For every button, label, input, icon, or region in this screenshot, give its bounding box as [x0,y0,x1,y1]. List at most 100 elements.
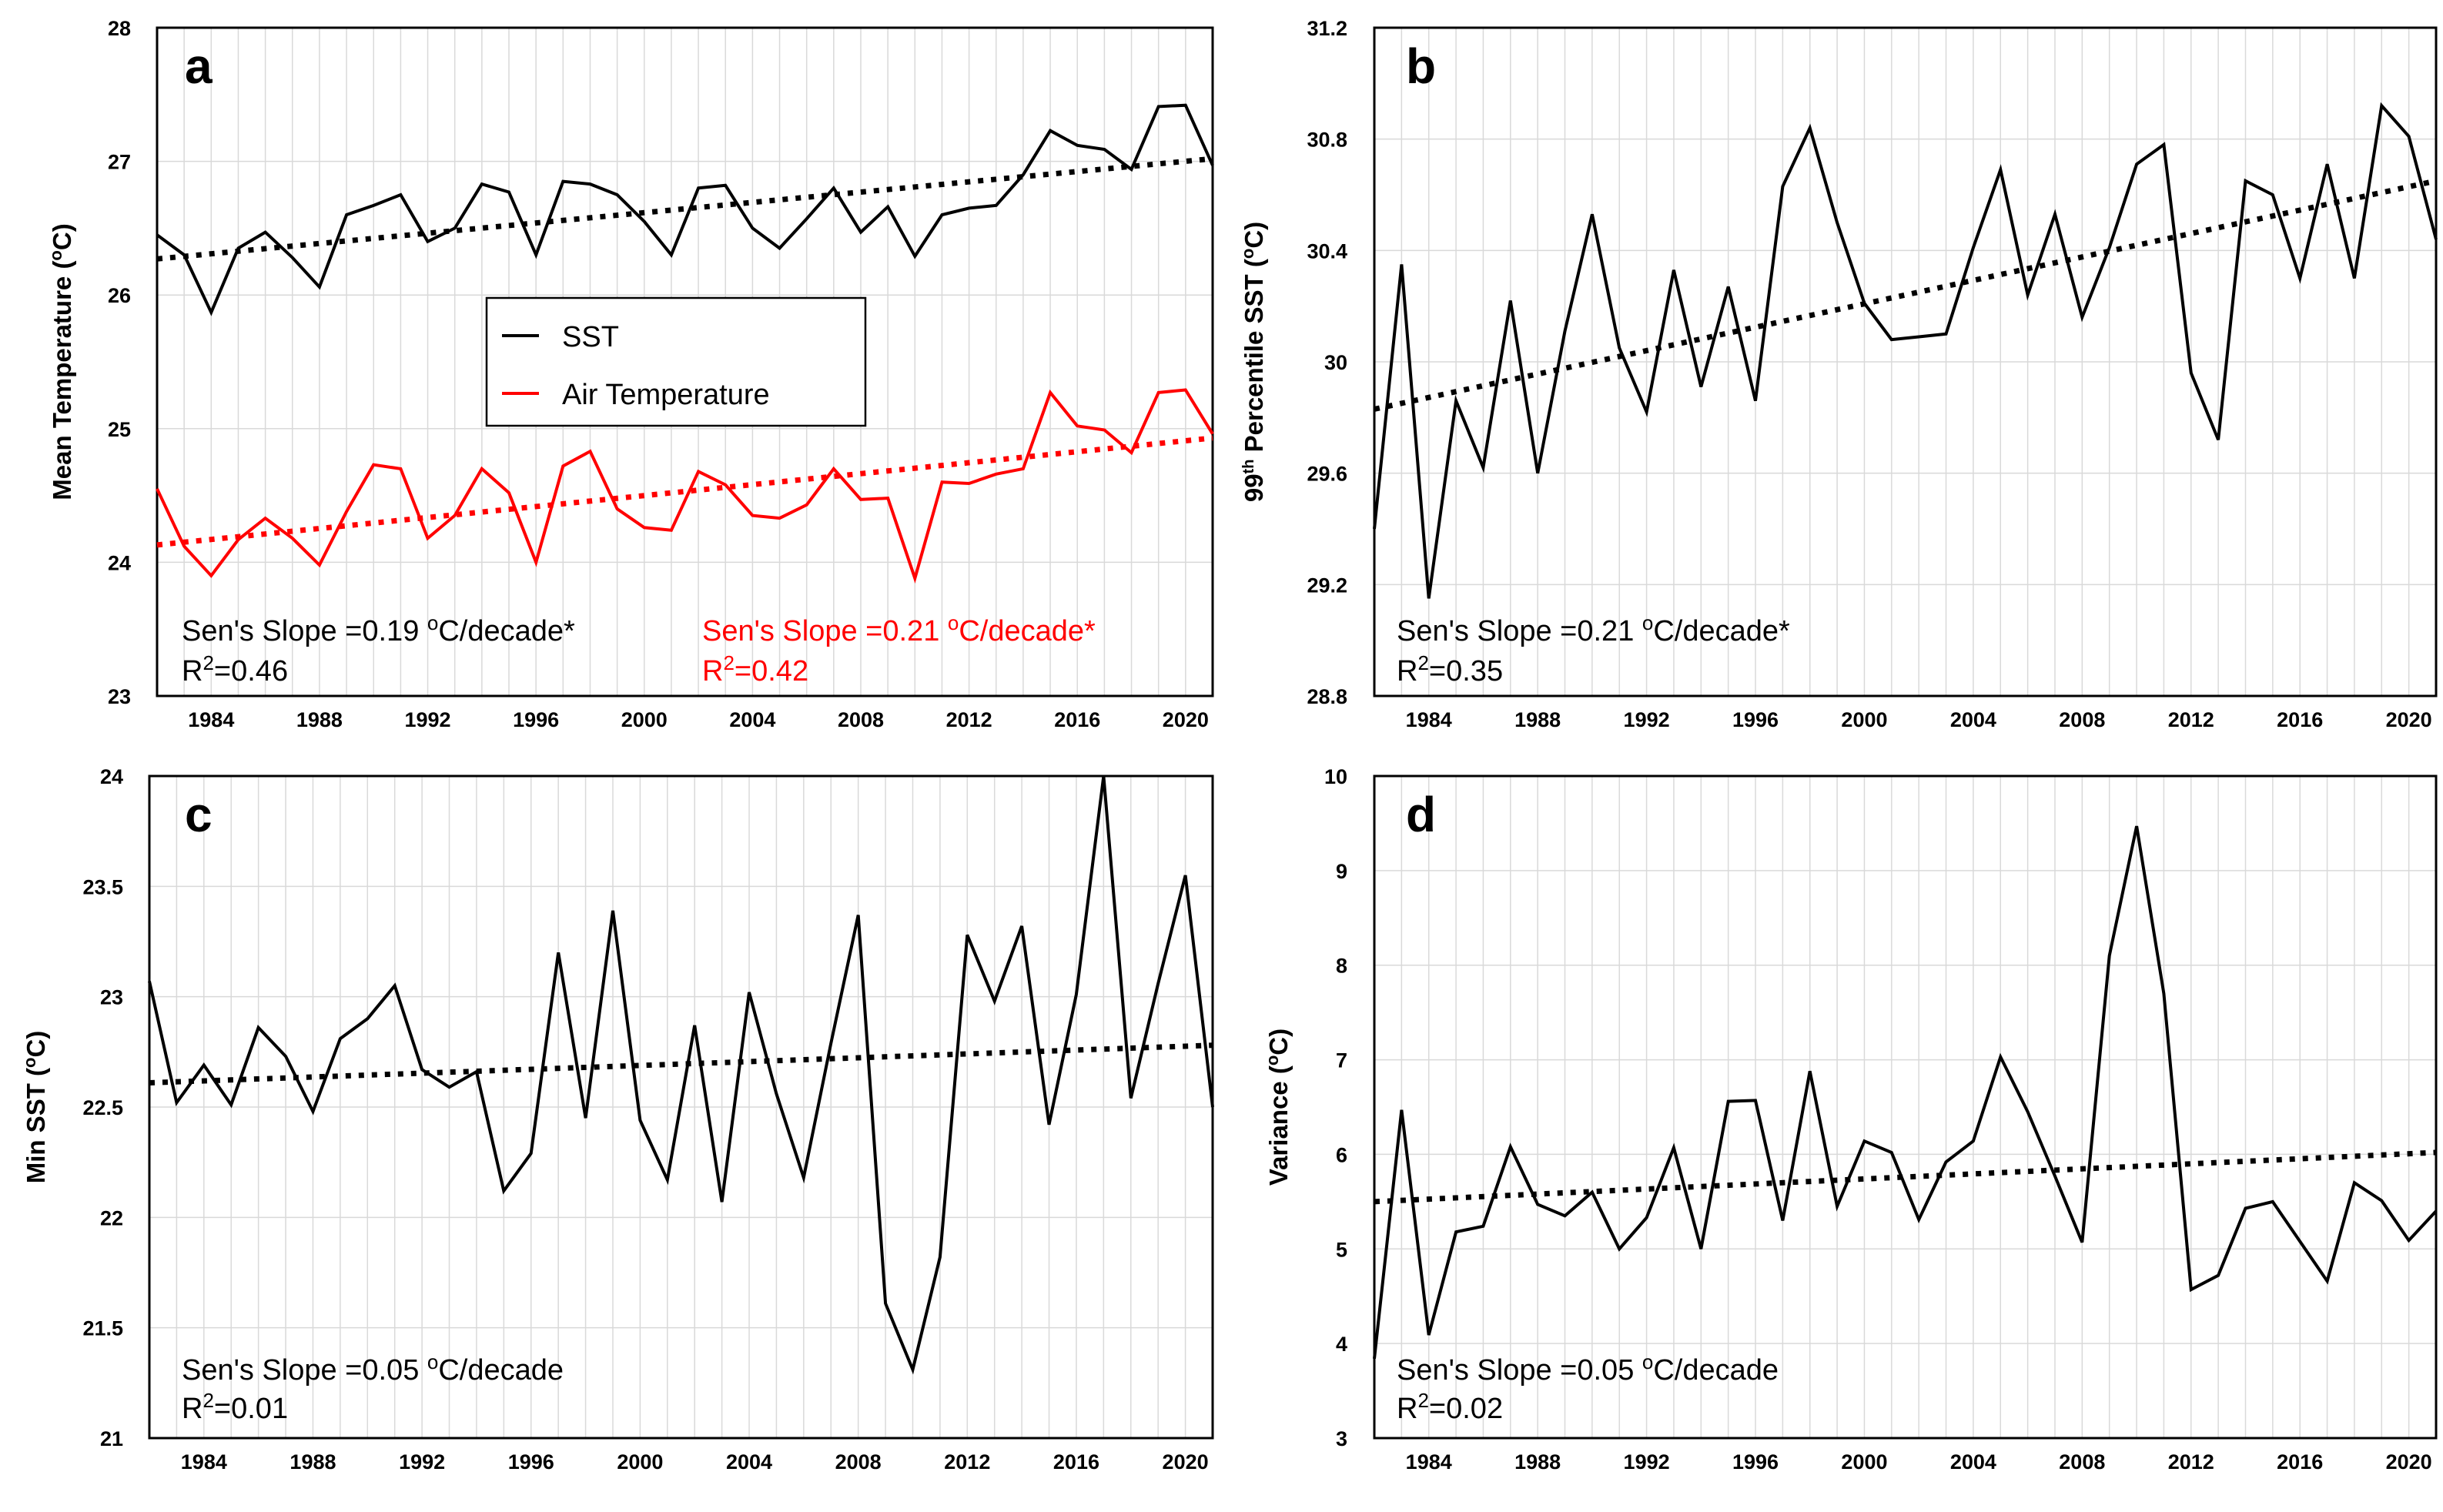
panel-d-y-tick-labels: 3 4 5 6 7 8 9 10 [1324,765,1347,1450]
y-tick-label: 7 [1336,1049,1347,1072]
x-tick-label: 2016 [2277,708,2323,731]
x-tick-label: 2012 [2168,1450,2214,1474]
panel-a-air-r2-annotation: R2=0.42 [702,651,808,687]
y-tick-label: 9 [1336,860,1347,883]
x-tick-label: 2012 [946,708,992,731]
series-line-sst [156,103,1214,316]
x-tick-label: 2000 [1841,708,1887,731]
x-tick-label: 2016 [1054,708,1100,731]
panel-c-r2-annotation: R2=0.01 [182,1389,288,1425]
y-tick-label: 21 [100,1427,123,1450]
panel-c-slope-annotation: Sen's Slope =0.05 oC/decade [182,1350,564,1387]
x-tick-label: 2004 [726,1450,772,1474]
y-tick-label: 23.5 [82,875,123,898]
y-tick-label: 29.2 [1307,574,1347,597]
panel-b-series [1373,102,2438,599]
y-tick-label: 30 [1324,351,1347,374]
y-tick-label: 31.2 [1307,17,1347,40]
x-tick-label: 1984 [181,1450,227,1474]
legend-box [485,296,867,427]
x-tick-label: 2008 [835,1450,882,1474]
y-tick-label: 10 [1324,765,1347,788]
series-line-air-temperature [156,388,1214,584]
y-tick-label: 28 [108,17,131,40]
x-tick-label: 1996 [1732,708,1779,731]
y-tick-label: 5 [1336,1238,1347,1261]
y-tick-label: 21.5 [82,1317,123,1340]
x-tick-label: 2004 [1950,1450,1996,1474]
y-tick-label: 28.8 [1307,685,1347,708]
y-tick-label: 22.5 [82,1096,123,1119]
panel-b-r2-annotation: R2=0.35 [1397,651,1503,687]
x-tick-label: 2008 [2059,1450,2105,1474]
panel-d-r2-annotation: R2=0.02 [1397,1389,1503,1425]
panel-a-sst-r2-annotation: R2=0.46 [182,651,288,687]
panel-c-letter: c [185,787,213,842]
series-line-99th-percentile-sst [1373,102,2438,599]
x-tick-label: 1984 [188,708,234,731]
panel-b-x-tick-labels: 1984 1988 1992 1996 2000 2004 2008 2012 2016 2020 [1406,708,2432,731]
panel-b-slope-annotation: Sen's Slope =0.21 oC/decade* [1397,611,1790,647]
panel-a-sst-slope-annotation: Sen's Slope =0.19 oC/decade* [182,611,575,647]
panel-c-y-axis-label: Min SST (oC) [20,1031,50,1184]
x-tick-label: 2016 [2277,1450,2323,1474]
panel-d-series [1373,825,2438,1360]
panel-a-mean-temperature: 23 24 25 26 27 28 1984 1988 1992 1996 2000 2004 200… [46,17,1214,731]
panel-d-slope-annotation: Sen's Slope =0.05 oC/decade [1397,1350,1779,1387]
x-tick-label: 2008 [2059,708,2105,731]
y-tick-label: 23 [100,986,123,1009]
trend-line [149,1042,1213,1085]
x-tick-label: 1996 [513,708,559,731]
panel-a-y-axis-label: Mean Temperature (oC) [46,223,76,500]
panel-a-x-tick-labels: 1984 1988 1992 1996 2000 2004 2008 2012 2016 2020 [188,708,1209,731]
x-tick-label: 1992 [404,708,450,731]
trend-line [156,156,1213,262]
trend-line [1374,178,2437,412]
panel-d-plot-frame [1373,774,2438,1440]
x-tick-label: 1984 [1406,708,1452,731]
panel-b-y-tick-labels: 28.8 29.2 29.6 30 30.4 30.8 31.2 [1307,17,1347,708]
panel-d-x-tick-labels: 1984 1988 1992 1996 2000 2004 2008 2012 2016 2020 [1406,1450,2432,1474]
x-tick-label: 1988 [1514,708,1561,731]
panel-a-series [156,103,1214,584]
panel-d-variance: 3 4 5 6 7 8 9 10 1984 1988 1992 1996 2000 2004 2008 20… [1263,765,2438,1474]
series-line-min-sst [148,775,1214,1375]
x-tick-label: 2004 [729,708,775,731]
y-tick-label: 30.8 [1307,129,1347,152]
y-tick-label: 23 [108,685,131,708]
x-tick-label: 2008 [838,708,884,731]
x-tick-label: 2020 [2386,1450,2432,1474]
x-tick-label: 1984 [1406,1450,1452,1474]
y-tick-label: 24 [100,765,123,788]
panel-c-x-tick-labels: 1984 1988 1992 1996 2000 2004 2008 2012 2016 2020 [181,1450,1209,1474]
legend-label-air-temperature: Air Temperature [562,379,770,411]
x-tick-label: 2004 [1950,708,1996,731]
panel-c-y-tick-labels: 21 21.5 22 22.5 23 23.5 24 [82,765,123,1450]
x-tick-label: 1988 [1514,1450,1561,1474]
y-tick-label: 27 [108,151,131,174]
x-tick-label: 1992 [399,1450,445,1474]
x-tick-label: 2020 [2386,708,2432,731]
panel-d-letter: d [1406,787,1436,842]
y-tick-label: 26 [108,284,131,307]
panel-c-series [148,775,1214,1375]
panel-a-letter: a [185,38,213,94]
panel-b-y-axis-label: 99th Percentile SST (oC) [1238,222,1268,502]
x-tick-label: 1996 [1732,1450,1779,1474]
panel-d-grid [1374,775,2437,1439]
y-tick-label: 25 [108,418,131,441]
panel-a-y-tick-labels: 23 24 25 26 27 28 [108,17,131,708]
x-tick-label: 2020 [1163,708,1209,731]
panel-b-plot-frame [1373,26,2438,697]
panel-b-grid [1374,27,2437,697]
panel-c-min-sst: 21 21.5 22 22.5 23 23.5 24 1984 1988 1992 1996 200… [20,765,1214,1474]
x-tick-label: 1988 [296,708,343,731]
panel-b-letter: b [1406,38,1436,94]
y-tick-label: 24 [108,551,131,574]
x-tick-label: 2000 [617,1450,663,1474]
x-tick-label: 2000 [621,708,668,731]
y-tick-label: 3 [1336,1427,1347,1450]
x-tick-label: 2020 [1163,1450,1209,1474]
trend-line [156,435,1213,548]
